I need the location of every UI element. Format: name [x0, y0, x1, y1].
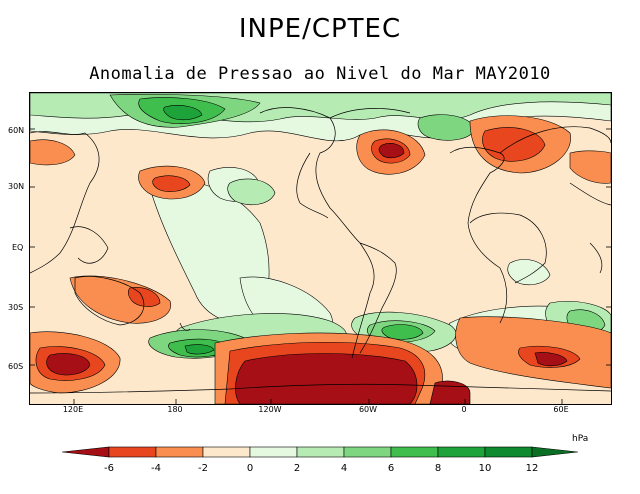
legend-label: 4	[340, 463, 348, 474]
legend-swatch-lt-neg6	[62, 446, 110, 458]
lon-label-120w: 120W	[258, 405, 282, 414]
graticule-ticks	[30, 128, 611, 404]
legend-label: 2	[293, 463, 301, 474]
lat-label-60s: 60S	[8, 362, 24, 371]
legend-label: 10	[478, 463, 492, 474]
anomaly-field	[30, 93, 611, 404]
lat-label-30n: 30N	[8, 182, 25, 191]
map-subtitle: Anomalia de Pressao ao Nivel do Mar MAY2…	[89, 64, 551, 84]
lon-label-120e: 120E	[62, 405, 84, 414]
anomaly-band-8-12	[163, 105, 215, 355]
lat-label-30s: 30S	[8, 303, 24, 312]
legend-swatch-10-12	[484, 446, 533, 458]
legend-label: 8	[434, 463, 442, 474]
legend-label: -2	[198, 463, 208, 474]
legend-swatch-neg4-neg2	[155, 446, 204, 458]
legend-swatch-4-6	[343, 446, 392, 458]
legend-swatch-2-4	[296, 446, 345, 458]
lon-label-0: 0	[461, 405, 467, 414]
legend-label: -4	[151, 463, 161, 474]
legend-label: 0	[246, 463, 254, 474]
lon-label-60e: 60E	[553, 405, 569, 414]
legend-label: 12	[525, 463, 539, 474]
lat-label-eq: EQ	[12, 243, 24, 252]
legend-swatch-8-10	[437, 446, 486, 458]
legend-unit: hPa	[572, 434, 589, 444]
color-legend	[62, 446, 578, 458]
legend-label: -6	[104, 463, 114, 474]
pressure-anomaly-map	[29, 92, 612, 405]
coastlines	[30, 107, 611, 394]
lon-label-60w: 60W	[358, 405, 378, 414]
legend-label: 6	[387, 463, 395, 474]
main-title: INPE/CPTEC	[238, 14, 402, 44]
legend-swatch-neg2-0	[202, 446, 251, 458]
lat-label-60n: 60N	[8, 126, 25, 135]
legend-swatch-neg6-neg4	[108, 446, 157, 458]
legend-swatch-0-2	[249, 446, 298, 458]
legend-swatch-gt-12	[531, 446, 578, 458]
legend-swatch-6-8	[390, 446, 439, 458]
lon-label-180: 180	[167, 405, 183, 414]
